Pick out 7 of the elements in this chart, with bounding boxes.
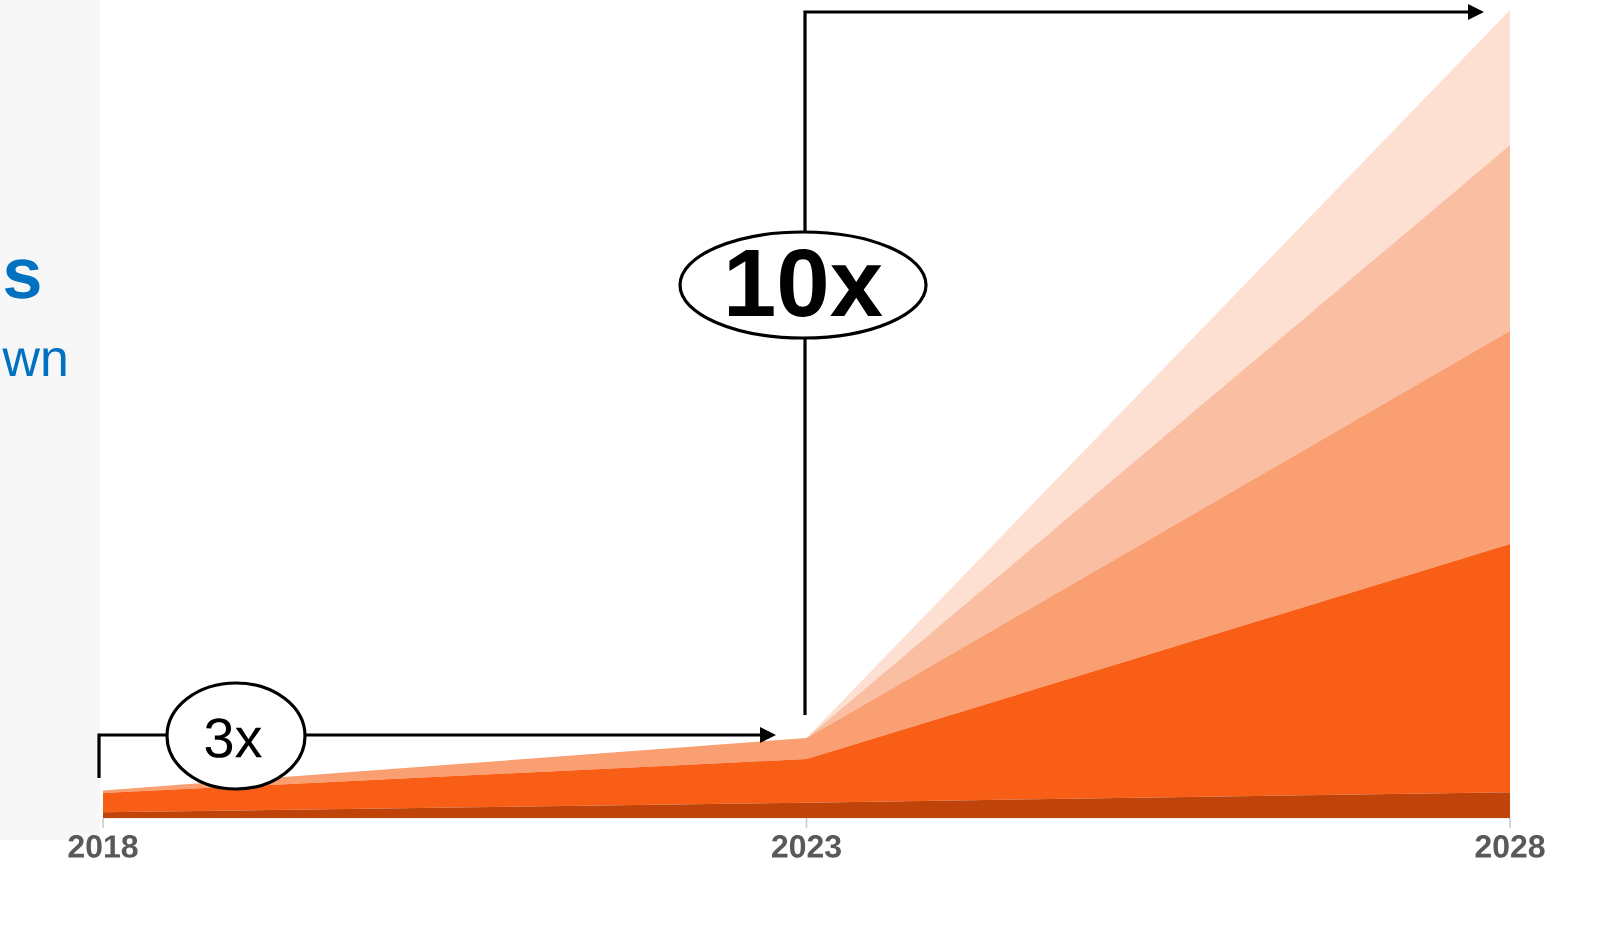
text: wn	[2, 348, 66, 376]
x-tick-label: 2023	[772, 835, 841, 858]
annotation: 10x	[728, 249, 883, 317]
x-tick-label: 2018	[68, 835, 138, 858]
annotation: 3x	[205, 718, 262, 758]
x-tick-label: 2028	[1475, 835, 1545, 858]
text: s	[4, 259, 40, 299]
